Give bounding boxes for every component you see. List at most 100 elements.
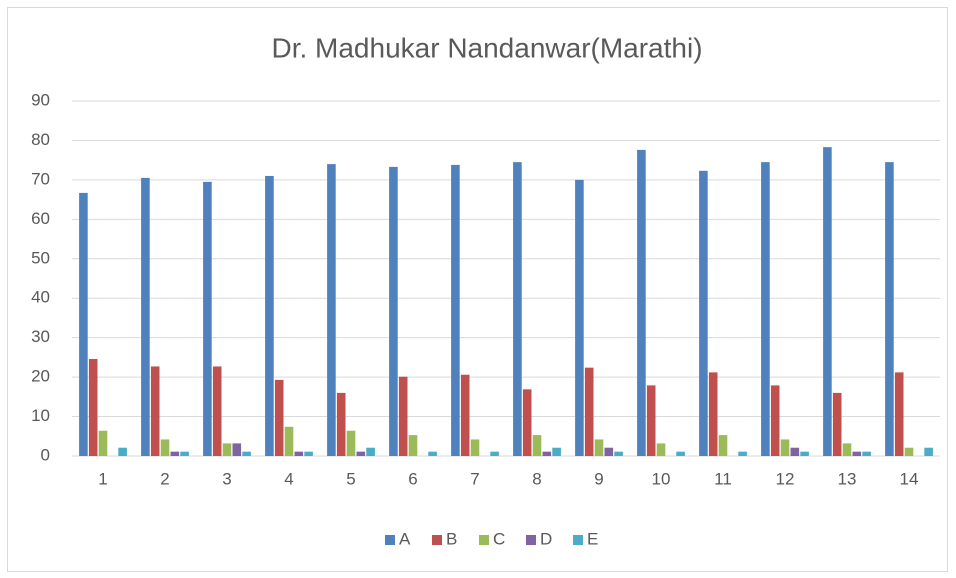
x-tick-label: 11: [714, 469, 732, 488]
legend-swatch: [573, 535, 583, 545]
x-tick-label: 5: [346, 469, 355, 488]
bar: [470, 439, 480, 456]
y-tick-label: 90: [31, 90, 50, 109]
bar: [98, 430, 108, 456]
bar: [699, 170, 708, 457]
bar: [522, 389, 532, 456]
legend-label: D: [540, 529, 552, 548]
bar: [490, 451, 499, 456]
bar: [842, 443, 852, 456]
x-tick-label: 1: [98, 469, 107, 488]
bar: [284, 426, 294, 456]
bar: [924, 447, 933, 456]
bar: [656, 443, 666, 456]
y-tick-label: 30: [31, 327, 50, 346]
x-tick-label: 12: [776, 469, 795, 488]
x-tick-label: 4: [284, 469, 293, 488]
bar: [770, 385, 780, 456]
bar: [676, 451, 685, 456]
bar: [894, 372, 904, 456]
x-tick-label: 2: [160, 469, 169, 488]
bar: [294, 451, 304, 456]
bar: [222, 443, 232, 456]
bar: [408, 435, 418, 456]
bar: [304, 451, 313, 456]
legend-label: C: [493, 529, 505, 548]
y-tick-label: 20: [31, 367, 50, 386]
bar: [88, 358, 98, 456]
bar: [646, 385, 656, 456]
bar: [460, 374, 470, 456]
bar: [232, 443, 242, 456]
y-tick-label: 70: [31, 169, 50, 188]
legend-label: A: [399, 529, 411, 548]
bar: [575, 179, 584, 456]
bar: [800, 451, 809, 456]
bar: [212, 366, 222, 456]
bar: [904, 447, 914, 456]
bar: [513, 162, 522, 456]
bar: [356, 451, 366, 456]
legend-swatch: [479, 535, 489, 545]
legend-swatch: [385, 535, 395, 545]
x-tick-label: 7: [470, 469, 479, 488]
y-tick-label: 60: [31, 209, 50, 228]
legend-label: E: [587, 529, 598, 548]
y-tick-label: 50: [31, 248, 50, 267]
chart-title: Dr. Madhukar Nandanwar(Marathi): [271, 32, 702, 63]
x-tick-label: 14: [900, 469, 919, 488]
bar: [150, 366, 160, 456]
x-tick-label: 8: [532, 469, 541, 488]
bar: [160, 439, 170, 456]
bar: [336, 392, 346, 456]
bar: [708, 372, 718, 456]
bar: [180, 451, 189, 456]
bar: [79, 192, 88, 456]
y-tick-label: 40: [31, 288, 50, 307]
legend-label: B: [446, 529, 457, 548]
bar: [428, 451, 437, 456]
bar: [366, 447, 375, 456]
bar: [637, 149, 646, 456]
x-tick-label: 6: [408, 469, 417, 488]
y-tick-label: 0: [41, 445, 50, 464]
bar: [832, 392, 842, 456]
bar: [584, 367, 594, 456]
bar: [398, 376, 408, 456]
bar: [451, 164, 460, 456]
x-tick-label: 10: [652, 469, 671, 488]
bar: [862, 451, 871, 456]
bar: [327, 164, 336, 456]
x-tick-label: 9: [594, 469, 603, 488]
y-tick-label: 80: [31, 130, 50, 149]
legend-swatch: [432, 535, 442, 545]
bar: [718, 435, 728, 456]
y-tick-label: 10: [31, 406, 50, 425]
bar: [141, 177, 150, 456]
bar: [389, 166, 398, 456]
bar: [852, 451, 862, 456]
x-tick-label: 13: [838, 469, 857, 488]
bar: [346, 430, 356, 456]
bar: [203, 181, 212, 456]
bar: [594, 439, 604, 456]
bar: [780, 439, 790, 456]
bar: [542, 451, 552, 456]
bar: [761, 162, 770, 456]
bar: [242, 451, 251, 456]
bar: [823, 147, 832, 456]
bar: [614, 451, 623, 456]
bar: [885, 162, 894, 456]
bar: [118, 447, 127, 456]
legend-swatch: [526, 535, 536, 545]
bar: [552, 447, 561, 456]
x-tick-label: 3: [222, 469, 231, 488]
bar: [604, 447, 614, 456]
bar: [738, 451, 747, 456]
bar: [790, 447, 800, 456]
bar: [265, 175, 274, 456]
bar: [170, 451, 180, 456]
bar: [532, 435, 542, 456]
bar: [274, 379, 284, 456]
